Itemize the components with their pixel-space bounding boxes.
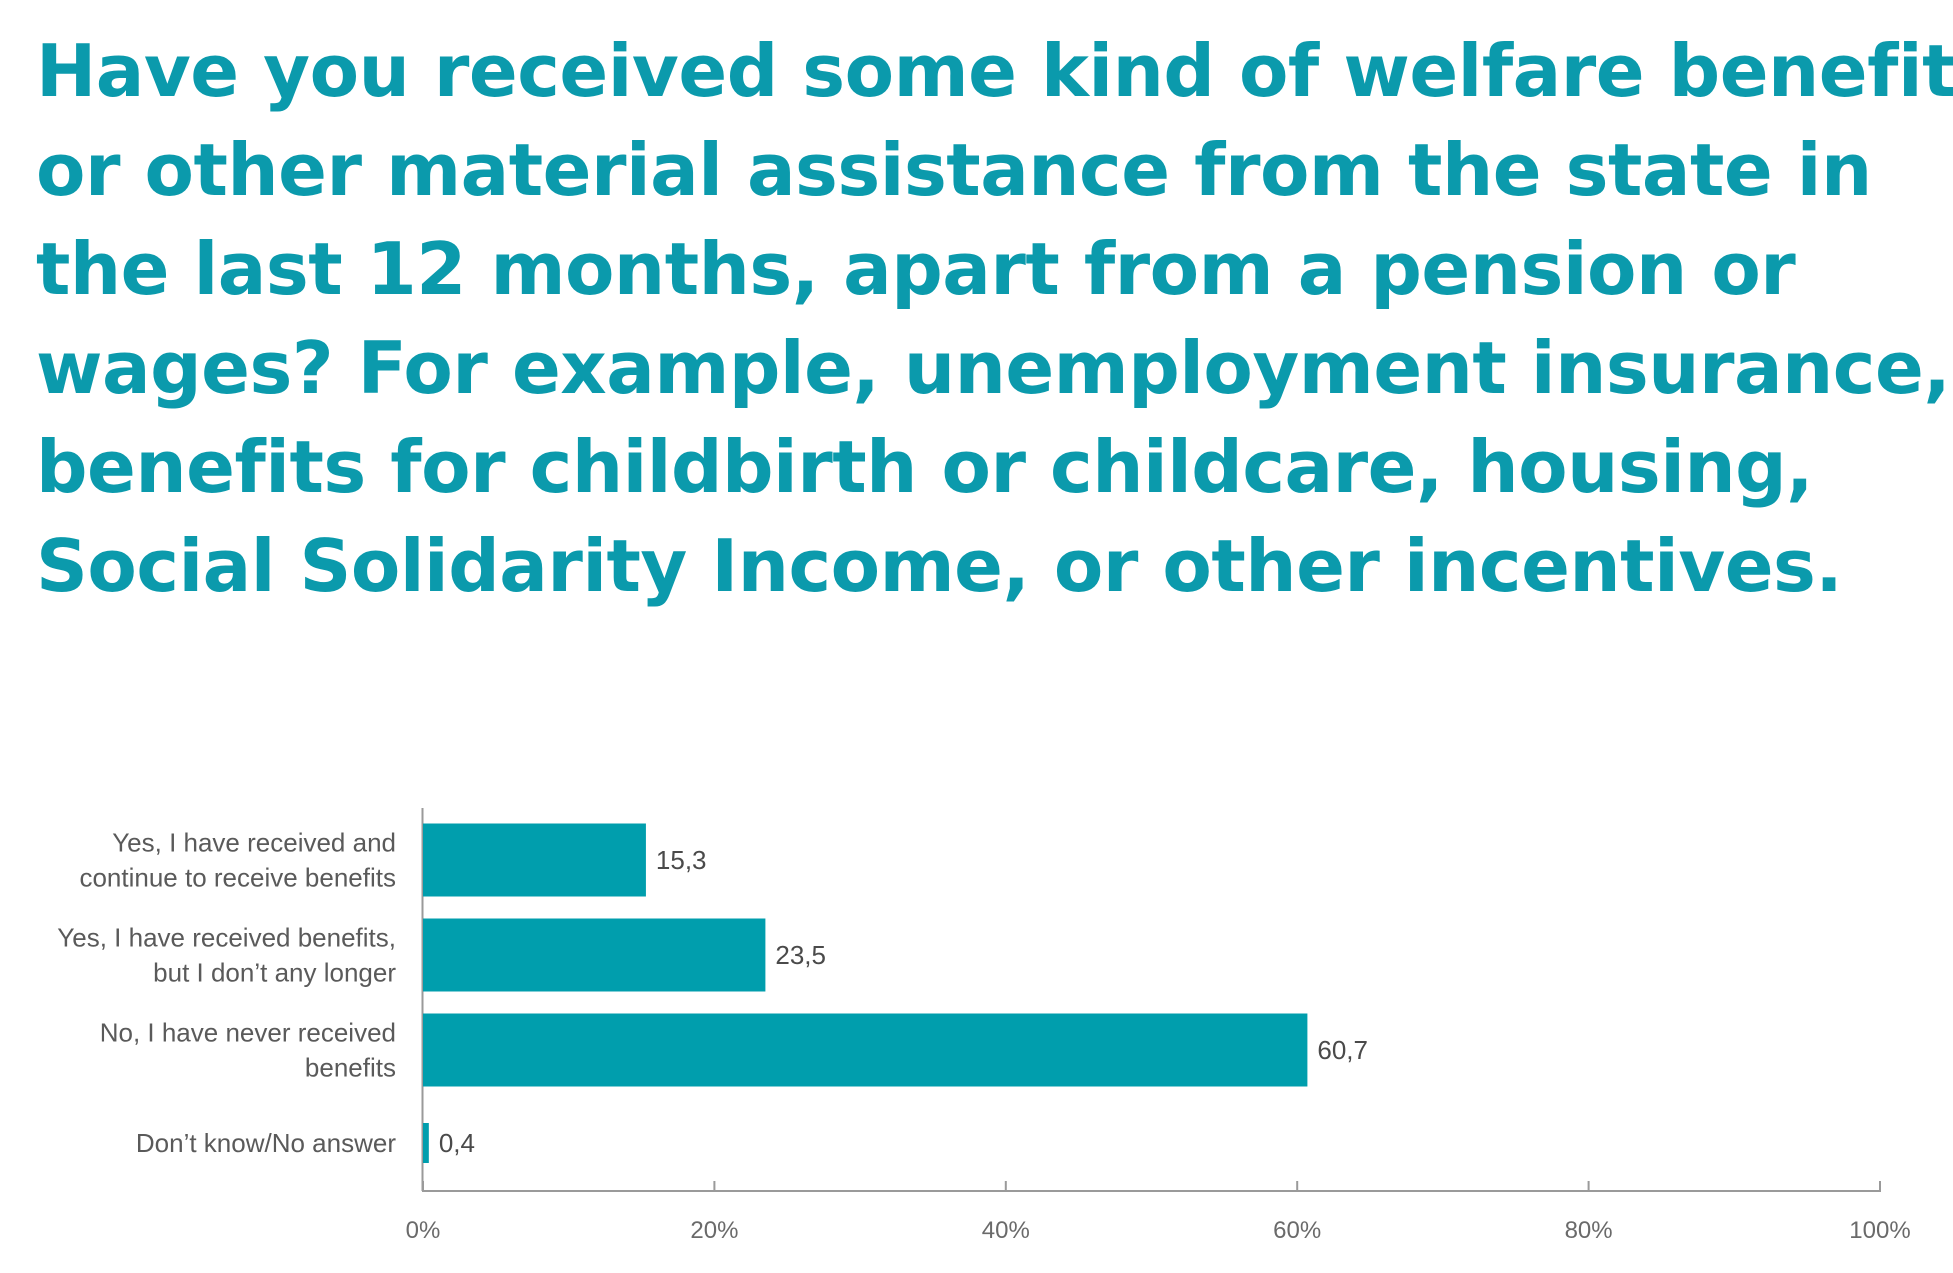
title-line: Have you received some kind of welfare b… [36,29,1953,113]
category-label-line: Yes, I have received benefits, [57,923,396,953]
bar [423,1013,1308,1087]
category-label-line: Yes, I have received and [112,828,396,858]
bar [423,823,646,897]
bar [423,918,766,992]
data-label: 60,7 [1317,1035,1368,1065]
category-label-line: benefits [305,1053,396,1083]
title-line: Social Solidarity Income, or other incen… [36,524,1843,608]
data-label: 0,4 [439,1128,475,1158]
title-line: or other material assistance from the st… [36,128,1872,212]
category-label-line: but I don’t any longer [153,958,396,988]
x-tick-label: 40% [982,1217,1030,1244]
x-tick-label: 80% [1565,1217,1613,1244]
title-line: the last 12 months, apart from a pension… [36,227,1796,311]
title-line: benefits for childbirth or childcare, ho… [36,425,1814,509]
data-label: 23,5 [775,940,826,970]
bar [423,1123,429,1163]
chart-title: Have you received some kind of welfare b… [36,22,1953,616]
category-label: No, I have never received benefits [100,1018,396,1083]
data-label: 15,3 [656,845,707,875]
x-tick-label: 100% [1849,1217,1910,1244]
category-label-line: continue to receive benefits [79,863,396,893]
category-label-line: Don’t know/No answer [136,1128,396,1158]
x-tick-label: 20% [690,1217,738,1244]
x-tick-label: 60% [1273,1217,1321,1244]
title-line: wages? For example, unemployment insuran… [36,326,1951,410]
category-label: Yes, I have received benefits, but I don’… [57,923,396,988]
category-label-line: No, I have never received [100,1018,396,1048]
x-tick-label: 0% [406,1217,441,1244]
category-label: Don’t know/No answer [136,1128,396,1158]
category-label: Yes, I have received and continue to rece… [79,828,396,893]
